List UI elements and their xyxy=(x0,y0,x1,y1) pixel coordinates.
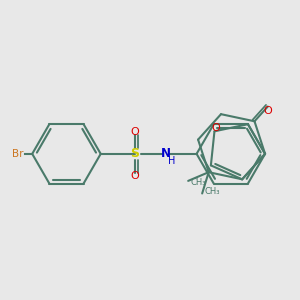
Text: O: O xyxy=(130,171,139,181)
Text: Br: Br xyxy=(13,149,24,159)
Text: CH₃: CH₃ xyxy=(204,187,220,196)
Text: N: N xyxy=(161,147,171,161)
Text: O: O xyxy=(212,123,220,133)
Text: O: O xyxy=(263,106,272,116)
Text: H: H xyxy=(168,156,175,167)
Text: S: S xyxy=(130,147,140,161)
Text: O: O xyxy=(130,127,139,137)
Text: CH₃: CH₃ xyxy=(190,178,206,187)
